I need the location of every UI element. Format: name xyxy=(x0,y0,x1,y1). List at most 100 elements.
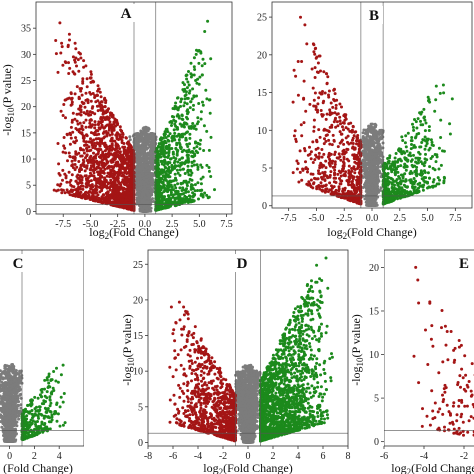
data-point xyxy=(101,150,105,154)
data-point xyxy=(182,192,185,196)
data-point xyxy=(175,127,179,131)
data-point xyxy=(183,194,187,198)
data-point xyxy=(137,183,140,187)
data-point xyxy=(77,130,81,134)
data-point xyxy=(92,162,95,165)
data-point xyxy=(156,168,160,172)
y-tick-label: 30 xyxy=(21,50,31,61)
data-point xyxy=(92,174,96,178)
data-point xyxy=(186,96,190,100)
data-point xyxy=(124,169,128,173)
data-point xyxy=(135,155,139,159)
data-point xyxy=(142,209,146,213)
data-point xyxy=(98,90,102,94)
data-point xyxy=(201,57,205,61)
data-point xyxy=(139,153,143,157)
data-point xyxy=(177,116,181,120)
data-point xyxy=(167,139,171,143)
data-point xyxy=(91,131,95,135)
y-axis-label: -log10(P value) xyxy=(0,64,16,136)
data-point xyxy=(190,73,194,77)
data-point xyxy=(77,160,81,163)
data-point xyxy=(117,138,121,141)
data-point xyxy=(83,174,87,178)
data-point xyxy=(186,190,190,194)
data-point xyxy=(197,102,201,105)
data-point xyxy=(149,144,153,148)
data-point xyxy=(75,64,78,68)
data-point xyxy=(82,65,86,69)
data-point xyxy=(82,101,86,105)
data-point xyxy=(143,142,147,146)
data-point xyxy=(87,145,91,149)
data-point xyxy=(129,166,133,170)
data-point xyxy=(65,180,69,184)
data-point xyxy=(185,149,188,153)
data-point xyxy=(61,63,65,67)
data-point xyxy=(80,178,84,182)
data-point xyxy=(59,51,63,55)
data-point xyxy=(196,181,200,185)
data-point xyxy=(198,147,202,151)
data-point xyxy=(110,132,114,136)
data-point xyxy=(68,66,72,70)
data-point xyxy=(118,168,122,172)
data-point xyxy=(209,135,213,139)
data-point xyxy=(67,32,71,36)
data-point xyxy=(194,52,198,56)
data-point xyxy=(90,106,94,110)
data-point xyxy=(101,116,105,119)
data-point xyxy=(60,191,64,195)
data-point xyxy=(179,197,183,201)
data-point xyxy=(173,172,177,176)
data-point xyxy=(149,140,153,144)
data-point xyxy=(101,131,105,135)
data-point xyxy=(85,85,89,89)
data-point xyxy=(58,21,62,25)
data-point xyxy=(67,61,70,65)
data-point xyxy=(103,177,107,181)
data-point xyxy=(111,160,115,164)
data-point xyxy=(84,91,88,95)
panel-A: -7.5 -5.0 -2.5 0.0 2.5 5.0 7.505101520253035lo… xyxy=(0,1,233,241)
data-point xyxy=(196,142,200,146)
data-point xyxy=(82,151,86,155)
data-point xyxy=(177,138,181,142)
data-point xyxy=(117,180,121,184)
data-point xyxy=(119,159,123,163)
data-point xyxy=(159,159,163,163)
data-point xyxy=(94,186,98,190)
data-point xyxy=(145,203,149,207)
data-point xyxy=(101,105,105,109)
data-point xyxy=(135,136,139,140)
data-point xyxy=(104,130,108,133)
data-point xyxy=(114,120,118,124)
data-point xyxy=(121,191,125,195)
data-point xyxy=(95,104,99,108)
data-point xyxy=(168,188,172,192)
data-point xyxy=(187,70,190,73)
data-point xyxy=(208,111,212,115)
data-point xyxy=(102,196,106,200)
data-point xyxy=(139,129,143,133)
data-point xyxy=(183,101,187,105)
data-point xyxy=(85,165,89,169)
data-point xyxy=(113,117,117,121)
data-point xyxy=(96,84,100,88)
data-point xyxy=(95,165,99,169)
data-point xyxy=(98,144,102,148)
data-point xyxy=(71,163,75,167)
data-point xyxy=(128,204,132,208)
data-point xyxy=(85,77,89,81)
data-point xyxy=(178,158,182,162)
data-point xyxy=(78,127,82,131)
data-point xyxy=(82,59,86,63)
data-point xyxy=(81,187,85,191)
data-point xyxy=(65,132,69,136)
data-point xyxy=(167,182,171,186)
data-point xyxy=(72,185,76,189)
data-point xyxy=(190,149,194,153)
data-point xyxy=(145,155,149,159)
data-point xyxy=(70,120,74,124)
data-point xyxy=(92,199,96,202)
